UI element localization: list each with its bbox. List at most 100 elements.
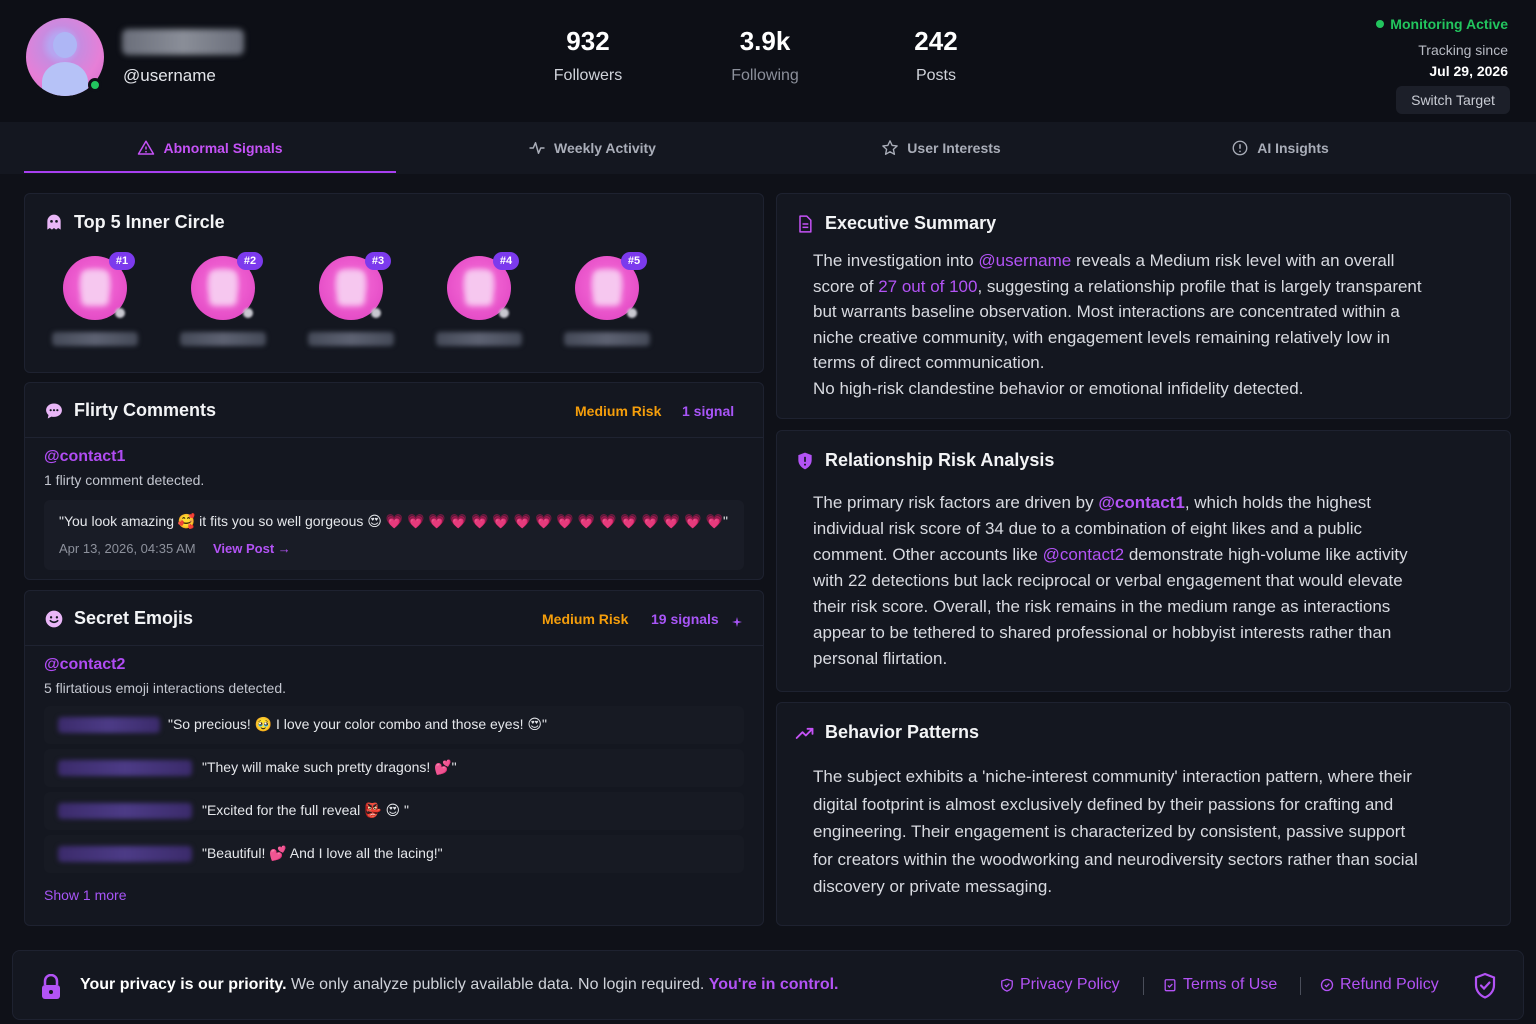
inner-circle-member[interactable]: #3 — [306, 252, 396, 346]
smiley-icon — [45, 610, 63, 627]
monitoring-active-badge: Monitoring Active — [1376, 16, 1508, 32]
privacy-policy-link[interactable]: Privacy Policy — [1000, 976, 1120, 994]
member-avatar: #1 — [63, 252, 135, 320]
badge-check-icon — [1320, 978, 1334, 992]
inner-circle-member[interactable]: #1 — [50, 252, 140, 346]
link-label: Terms of Use — [1183, 976, 1278, 993]
risk-analysis-card — [776, 430, 1511, 692]
analysis-text-part: , which holds the highest individual ris… — [813, 493, 1371, 564]
member-avatar: #3 — [319, 252, 391, 320]
trending-up-icon — [795, 727, 814, 739]
chat-bubble-icon — [46, 403, 62, 418]
contact-mention[interactable]: @contact2 — [1042, 545, 1125, 564]
detection-summary: 5 flirtatious emoji interactions detecte… — [44, 680, 287, 696]
profile-header: @username 932 Followers 3.9k Following 2… — [0, 0, 1536, 122]
comment-timestamp: Apr 13, 2026, 04:35 AM — [59, 541, 196, 556]
analysis-text-part: demonstrate high-volume like activity wi… — [813, 545, 1408, 668]
risk-level-badge: Medium Risk — [542, 611, 629, 627]
summary-conclusion: No high-risk clandestine behavior or emo… — [813, 378, 1304, 398]
inner-circle-member[interactable]: #2 — [178, 252, 268, 346]
inner-circle-member[interactable]: #5 — [562, 252, 652, 346]
sparkle-icon — [732, 617, 742, 627]
emoji-interaction-row: "So precious! 🥹 I love your color combo … — [44, 706, 744, 744]
emoji-comment-text: "Excited for the full reveal 👺 😍 " — [202, 802, 409, 818]
in-control-text: You're in control. — [708, 976, 839, 993]
behavior-patterns-text: The subject exhibits a 'niche-interest c… — [813, 767, 1418, 896]
card-divider — [25, 437, 763, 438]
signal-count[interactable]: 1 signal — [682, 403, 735, 419]
profile-avatar[interactable] — [26, 18, 104, 96]
contact-mention[interactable]: @contact1 — [1098, 493, 1185, 512]
shield-check-icon — [1001, 978, 1013, 992]
tab-user-interests[interactable]: User Interests — [788, 122, 1094, 174]
switch-target-button[interactable]: Switch Target — [1396, 86, 1510, 114]
analysis-text-part: The primary risk factors are driven by — [813, 493, 1099, 512]
risk-analysis-title: Relationship Risk Analysis — [795, 450, 1054, 471]
card-title-text: Secret Emojis — [74, 608, 194, 628]
emoji-interaction-row: "Excited for the full reveal 👺 😍 " — [44, 792, 744, 830]
tab-weekly-activity[interactable]: Weekly Activity — [396, 122, 788, 174]
blurred-sender — [58, 846, 192, 862]
show-more-link[interactable]: Show 1 more — [44, 887, 127, 903]
inner-circle-member[interactable]: #4 — [434, 252, 524, 346]
secret-emojis-title: Secret Emojis — [44, 608, 193, 629]
privacy-heading: Your privacy is our priority. — [80, 976, 287, 993]
star-icon — [882, 140, 899, 155]
stat-value: 242 — [914, 26, 958, 56]
blurred-member-name — [180, 332, 266, 346]
monitoring-status: Monitoring Active Tracking since Jul 29,… — [1376, 15, 1508, 79]
tracking-since-label: Tracking since — [1418, 42, 1508, 58]
rank-badge: #2 — [237, 252, 263, 270]
ghost-icon — [47, 214, 61, 230]
tab-abnormal-signals[interactable]: Abnormal Signals — [24, 122, 396, 174]
tracking-since-date: Jul 29, 2026 — [1429, 63, 1508, 79]
risk-analysis-text: The primary risk factors are driven by @… — [813, 490, 1423, 672]
emoji-comment-text: "They will make such pretty dragons! 💕" — [202, 759, 457, 775]
stat-value: 932 — [566, 26, 610, 56]
view-post-link[interactable]: View Post → — [213, 541, 291, 556]
rank-badge: #5 — [621, 252, 647, 270]
comment-text: "You look amazing 🥰 it fits you so well … — [59, 513, 728, 529]
info-icon — [1232, 140, 1248, 156]
status-dot-icon — [1376, 20, 1385, 28]
stat-label: Posts — [915, 67, 956, 84]
contact-handle[interactable]: @contact2 — [44, 656, 126, 673]
refund-policy-link[interactable]: Refund Policy — [1320, 976, 1439, 994]
executive-summary-text: The investigation into @username reveals… — [813, 248, 1423, 402]
rank-badge: #4 — [493, 252, 519, 270]
comment-card — [44, 500, 744, 570]
pulse-icon — [529, 142, 545, 154]
stat-followers[interactable]: 932 Followers — [518, 26, 658, 85]
link-separator — [1143, 977, 1144, 995]
privacy-statement: Your privacy is our priority. We only an… — [80, 976, 838, 994]
privacy-footer: Your privacy is our priority. We only an… — [12, 950, 1524, 1020]
tab-label: Abnormal Signals — [163, 140, 283, 156]
card-title-text: Behavior Patterns — [825, 722, 980, 742]
card-title-text: Executive Summary — [825, 213, 997, 233]
username-mention[interactable]: @username — [978, 251, 1072, 270]
executive-summary-title: Executive Summary — [795, 213, 996, 234]
emoji-interaction-row: "They will make such pretty dragons! 💕" — [44, 749, 744, 787]
card-title-text: Flirty Comments — [74, 400, 217, 420]
stat-posts[interactable]: 242 Posts — [866, 26, 1006, 85]
shield-icon — [798, 452, 812, 469]
tab-ai-insights[interactable]: AI Insights — [1094, 122, 1466, 174]
stat-following[interactable]: 3.9k Following — [695, 26, 835, 85]
stat-value: 3.9k — [739, 26, 791, 56]
member-avatar: #4 — [447, 252, 519, 320]
link-label: Privacy Policy — [1020, 976, 1120, 993]
profile-username: @username — [123, 66, 216, 85]
blurred-sender — [58, 760, 192, 776]
link-label: Refund Policy — [1340, 976, 1439, 993]
monitoring-status-text: Monitoring Active — [1390, 16, 1508, 32]
behavior-patterns-card — [776, 702, 1511, 926]
active-tab-indicator — [24, 171, 396, 173]
tab-label: AI Insights — [1257, 140, 1329, 156]
signal-count[interactable]: 19 signals — [651, 611, 719, 627]
terms-of-use-link[interactable]: Terms of Use — [1163, 976, 1277, 994]
contact-handle[interactable]: @contact1 — [44, 448, 126, 465]
risk-score: 27 out of 100 — [878, 276, 978, 296]
member-avatar: #5 — [575, 252, 647, 320]
behavior-patterns-title: Behavior Patterns — [795, 722, 979, 743]
rank-badge: #3 — [365, 252, 391, 270]
